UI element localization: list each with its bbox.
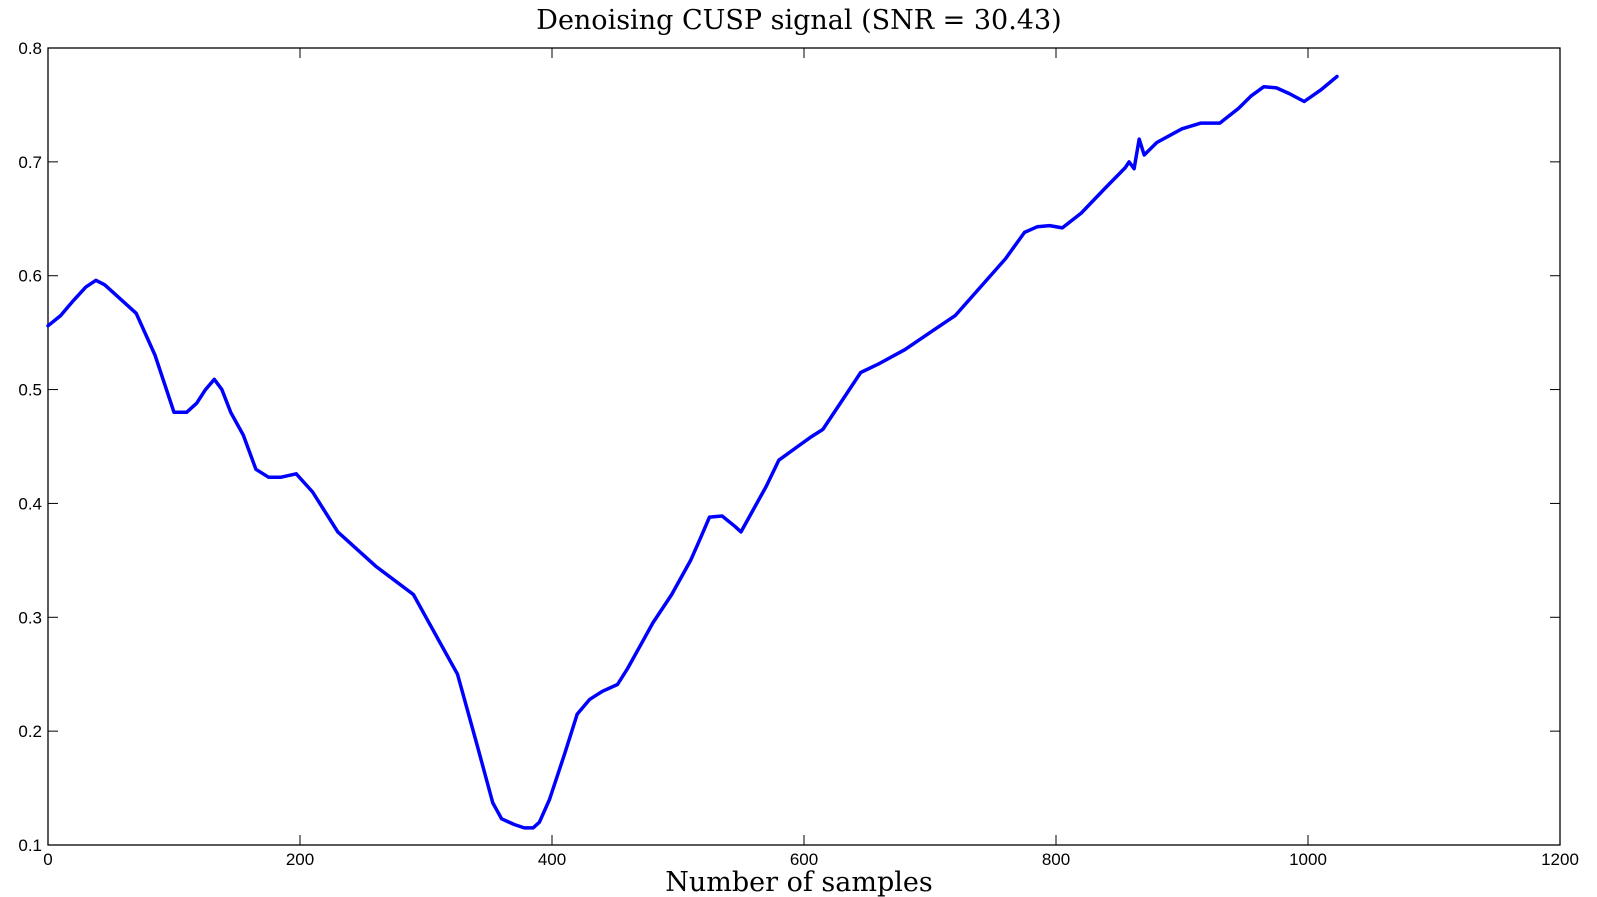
y-tick-label: 0.2 <box>18 722 42 741</box>
x-tick-label: 0 <box>43 850 52 869</box>
x-tick-label: 600 <box>790 850 818 869</box>
y-tick-label: 0.5 <box>18 381 42 400</box>
y-tick-label: 0.6 <box>18 267 42 286</box>
x-tick-label: 400 <box>538 850 566 869</box>
x-tick-label: 1000 <box>1289 850 1327 869</box>
y-tick-label: 0.4 <box>18 494 42 513</box>
x-tick-label: 1200 <box>1541 850 1579 869</box>
plot-area <box>47 47 1561 846</box>
y-tick-label: 0.7 <box>18 153 42 172</box>
x-tick-label: 200 <box>286 850 314 869</box>
x-tick-labels: 0 200 400 600 800 1000 1200 <box>43 850 1579 869</box>
series-line <box>46 74 1339 830</box>
y-tick-labels: 0.1 0.2 0.3 0.4 0.5 0.6 0.7 0.8 <box>18 39 42 855</box>
y-tick-label: 0.1 <box>18 836 42 855</box>
chart-title: Denoising CUSP signal (SNR = 30.43) <box>536 5 1061 36</box>
x-tick-label: 800 <box>1042 850 1070 869</box>
y-tick-label: 0.8 <box>18 39 42 58</box>
x-axis-label: Number of samples <box>665 867 933 897</box>
y-tick-label: 0.3 <box>18 608 42 627</box>
axis-ticks <box>47 47 1561 846</box>
